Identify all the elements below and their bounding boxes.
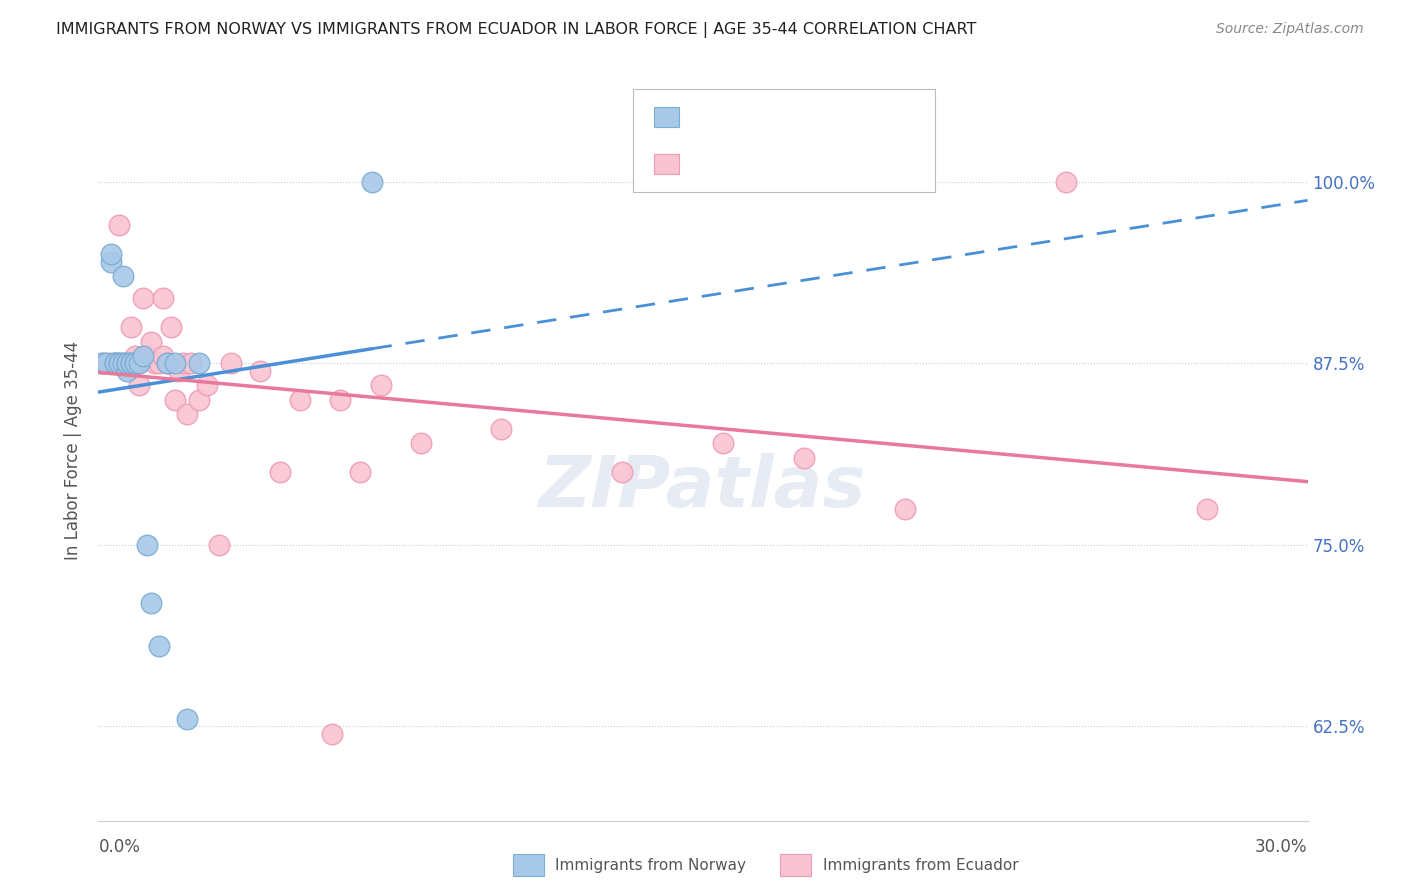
Text: 0.0%: 0.0%: [98, 838, 141, 856]
Point: [128, 378, 150, 392]
Point: [269, 465, 291, 479]
Point: [120, 356, 142, 370]
Point: [370, 378, 392, 392]
Point: [103, 356, 125, 370]
Point: [139, 596, 162, 610]
Point: [321, 726, 343, 740]
Point: [91, 356, 114, 370]
Text: R =: R =: [686, 108, 723, 126]
Point: [172, 356, 194, 370]
Point: [143, 356, 166, 370]
Point: [100, 247, 122, 261]
Point: [100, 356, 122, 370]
Point: [128, 356, 150, 370]
Point: [180, 356, 202, 370]
Point: [135, 349, 157, 363]
Point: [139, 334, 162, 349]
Point: [176, 407, 198, 421]
Point: [361, 175, 384, 189]
Point: [115, 356, 138, 370]
Text: 45: 45: [853, 155, 876, 173]
Point: [163, 356, 186, 370]
Point: [176, 712, 198, 726]
Text: 0.013: 0.013: [735, 108, 787, 126]
Point: [156, 356, 179, 370]
Point: [221, 356, 243, 370]
Text: -0.149: -0.149: [735, 155, 794, 173]
Point: [793, 450, 815, 465]
Point: [329, 392, 352, 407]
Point: [288, 392, 311, 407]
Point: [107, 219, 129, 233]
Text: Source: ZipAtlas.com: Source: ZipAtlas.com: [1216, 22, 1364, 37]
Point: [711, 436, 734, 450]
Point: [115, 356, 138, 370]
Point: [91, 356, 114, 370]
Point: [111, 269, 134, 284]
Point: [132, 349, 155, 363]
Point: [148, 356, 170, 370]
Point: [124, 356, 146, 370]
Point: [111, 356, 134, 370]
Point: [208, 538, 231, 552]
Point: [893, 501, 915, 516]
Text: 27: 27: [853, 108, 877, 126]
Point: [128, 356, 150, 370]
Point: [163, 392, 186, 407]
Text: N =: N =: [808, 108, 845, 126]
Point: [491, 422, 513, 436]
Point: [111, 356, 134, 370]
Point: [103, 356, 125, 370]
Point: [349, 465, 371, 479]
Point: [135, 538, 157, 552]
Y-axis label: In Labor Force | Age 35-44: In Labor Force | Age 35-44: [65, 341, 83, 560]
Point: [124, 349, 146, 363]
Point: [188, 392, 211, 407]
Point: [148, 640, 170, 654]
Point: [167, 363, 190, 377]
Point: [156, 356, 179, 370]
Text: R =: R =: [686, 155, 723, 173]
Point: [1195, 501, 1218, 516]
Point: [152, 291, 174, 305]
Text: ZIPatlas: ZIPatlas: [540, 453, 866, 522]
Point: [160, 320, 183, 334]
Point: [195, 378, 218, 392]
Point: [96, 356, 118, 370]
Text: N =: N =: [808, 155, 845, 173]
Text: 30.0%: 30.0%: [1256, 838, 1308, 856]
Point: [152, 349, 174, 363]
Point: [100, 254, 122, 268]
Point: [115, 363, 138, 377]
Text: Immigrants from Ecuador: Immigrants from Ecuador: [823, 858, 1018, 872]
Point: [120, 320, 142, 334]
Point: [249, 363, 271, 377]
Point: [188, 356, 211, 370]
Point: [132, 291, 155, 305]
Point: [103, 356, 125, 370]
Point: [107, 356, 129, 370]
Text: IMMIGRANTS FROM NORWAY VS IMMIGRANTS FROM ECUADOR IN LABOR FORCE | AGE 35-44 COR: IMMIGRANTS FROM NORWAY VS IMMIGRANTS FRO…: [56, 22, 977, 38]
Point: [96, 356, 118, 370]
Point: [120, 356, 142, 370]
Point: [115, 356, 138, 370]
Point: [1054, 175, 1077, 189]
Point: [107, 356, 129, 370]
Point: [612, 465, 634, 479]
Point: [124, 356, 146, 370]
Point: [409, 436, 432, 450]
Point: [120, 356, 142, 370]
Text: Immigrants from Norway: Immigrants from Norway: [555, 858, 747, 872]
